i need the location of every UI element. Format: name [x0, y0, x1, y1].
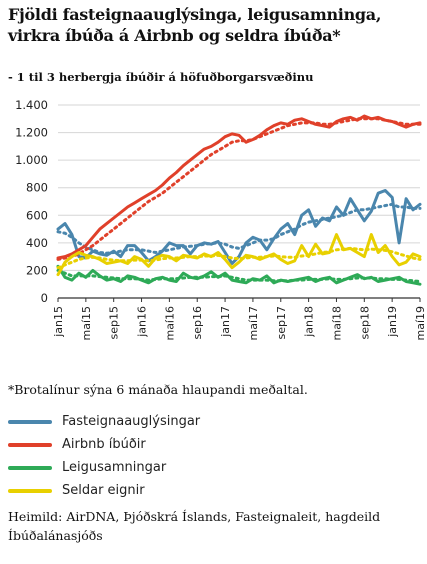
x-tick-label: jan15 [52, 306, 65, 338]
legend: Fasteignaauglýsingar Airbnb íbúðir Leigu… [8, 410, 308, 502]
footnote: *Brotalínur sýna 6 mánaða hlaupandi meða… [8, 382, 308, 397]
y-tick-label: 1.400 [15, 98, 48, 112]
x-axis-ticks: jan15 maí15 sep15 jan16 maí16 sep16 jan17 maí17… [52, 298, 427, 341]
x-tick-label: maí18 [330, 306, 343, 341]
x-tick-label: maí17 [247, 306, 260, 341]
x-tick-label: jan18 [303, 306, 316, 338]
legend-item: Seldar eignir [8, 479, 308, 502]
x-tick-label: sep17 [275, 306, 288, 339]
y-tick-label: 600 [26, 208, 48, 222]
legend-swatch [8, 442, 52, 447]
legend-swatch [8, 419, 52, 424]
y-tick-label: 800 [26, 181, 48, 195]
legend-label: Seldar eignir [62, 483, 145, 498]
y-axis-ticks: 0 200 400 600 800 1.000 1.200 1.400 [15, 98, 48, 305]
series-lines [56, 114, 422, 286]
series-line [56, 114, 422, 260]
legend-label: Airbnb íbúðir [62, 437, 146, 452]
legend-item: Airbnb íbúðir [8, 433, 308, 456]
series-trend-line [56, 117, 422, 261]
y-tick-label: 400 [26, 236, 48, 250]
chart-title: Fjöldi fasteignaauglýsinga, leigusamning… [8, 5, 382, 45]
legend-item: Fasteignaauglýsingar [8, 410, 308, 433]
source-note: Heimild: AirDNA, Þjóðskrá Íslands, Faste… [8, 509, 381, 543]
legend-item: Leigusamningar [8, 456, 308, 479]
line-chart: 0 200 400 600 800 1.000 1.200 1.400 jan15 maí15 s… [15, 98, 427, 341]
x-tick-label: maí19 [414, 306, 427, 341]
legend-swatch [8, 488, 52, 493]
x-tick-label: sep18 [358, 306, 371, 339]
series-trend-line [56, 268, 422, 283]
y-tick-label: 1.200 [15, 126, 48, 140]
series-line [56, 264, 422, 286]
y-tick-label: 200 [26, 263, 48, 277]
x-tick-label: sep15 [108, 306, 121, 339]
legend-swatch [8, 465, 52, 470]
x-tick-label: jan17 [219, 306, 232, 338]
chart-subtitle: - 1 til 3 herbergja íbúðir á höfuðborgar… [8, 70, 314, 84]
legend-label: Fasteignaauglýsingar [62, 414, 201, 429]
x-tick-label: jan16 [136, 306, 149, 338]
legend-label: Leigusamningar [62, 460, 167, 475]
series-line [56, 189, 422, 265]
y-tick-label: 1.000 [15, 153, 48, 167]
x-tick-label: maí16 [163, 306, 176, 341]
x-tick-label: maí15 [80, 306, 93, 341]
series-trend-line [56, 246, 422, 270]
y-tick-label: 0 [41, 291, 48, 305]
x-tick-label: sep16 [191, 306, 204, 339]
x-tick-label: jan19 [386, 306, 399, 338]
series-trend-line [56, 202, 422, 255]
